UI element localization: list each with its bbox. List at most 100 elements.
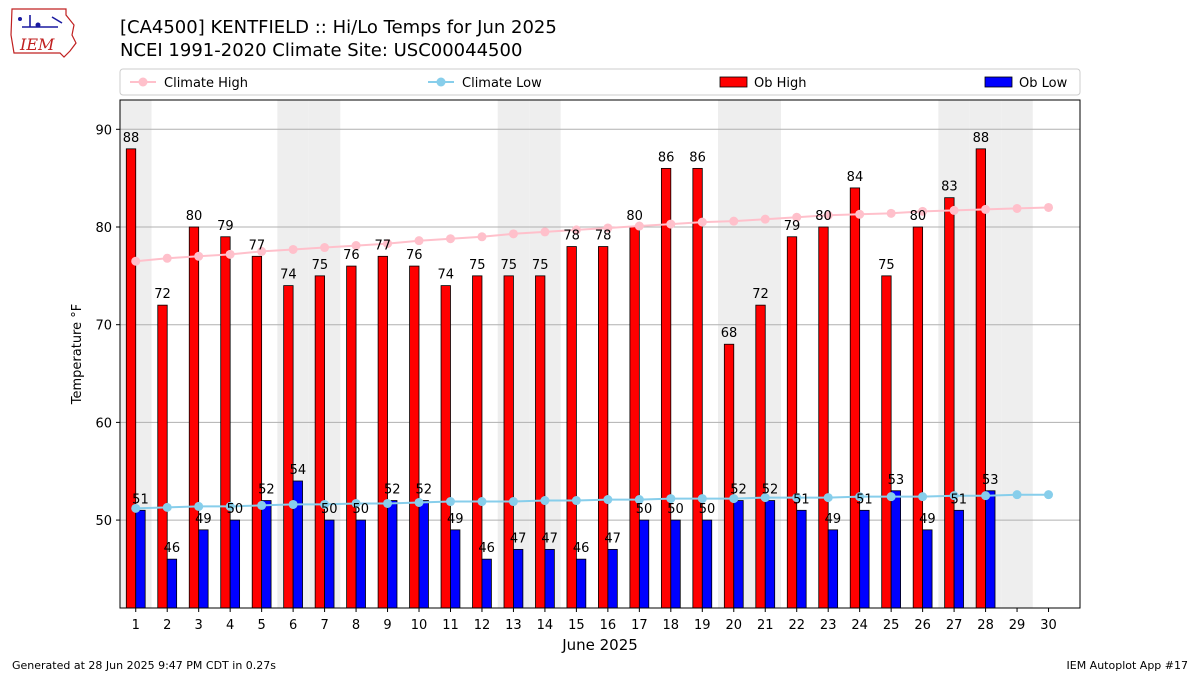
ob-high-bar <box>188 226 200 608</box>
ob-high-label: 84 <box>847 170 864 185</box>
ob-high-bar <box>409 265 420 608</box>
legend-label: Ob High <box>754 76 807 91</box>
legend-label: Climate High <box>164 76 248 91</box>
ob-low-bar <box>670 519 681 608</box>
ob-low-label: 50 <box>636 502 653 517</box>
climate-high-point <box>634 221 644 231</box>
x-tick-label: 9 <box>383 618 391 633</box>
legend-swatch <box>719 76 748 88</box>
ob-high-bar <box>755 304 766 608</box>
climate-high-point <box>320 243 330 253</box>
y-tick-label: 90 <box>95 123 112 138</box>
climate-low-point <box>414 497 424 507</box>
ob-low-bar <box>638 519 650 608</box>
legend-box <box>119 68 1081 96</box>
weekend-shade <box>1001 100 1033 608</box>
chart-title: [CA4500] KENTFIELD :: Hi/Lo Temps for Ju… <box>120 17 557 38</box>
climate-high-point <box>1044 202 1054 212</box>
ob-high-label: 68 <box>721 326 738 341</box>
ob-low-bar <box>450 529 461 608</box>
ob-low-label: 51 <box>951 492 968 507</box>
ob-high-bar <box>220 236 231 608</box>
climate-low-point <box>603 495 613 505</box>
ob-high-label: 80 <box>910 209 927 224</box>
x-tick-label: 26 <box>914 618 931 633</box>
climate-high-point <box>383 239 393 249</box>
climate-high-point <box>855 209 865 219</box>
ob-high-bar <box>157 304 168 608</box>
climate-low-line <box>135 493 1049 510</box>
ob-low-label: 52 <box>415 483 432 498</box>
ob-high-label: 88 <box>123 131 140 146</box>
y-tick-label: 80 <box>95 221 112 236</box>
ob-high-label: 79 <box>784 219 801 234</box>
ob-low-bar <box>166 558 178 608</box>
climate-high-point <box>225 249 235 259</box>
ob-low-bar <box>575 558 587 608</box>
ob-high-bar <box>598 246 609 608</box>
legend-label: Climate Low <box>462 76 542 91</box>
ob-high-bar <box>975 148 986 608</box>
y-tick-label: 60 <box>95 416 112 431</box>
ob-low-bar <box>859 509 870 608</box>
climate-low-point <box>886 492 896 502</box>
ob-high-label: 80 <box>815 209 832 224</box>
ob-high-label: 77 <box>375 238 392 253</box>
climate-high-point <box>886 208 896 218</box>
climate-low-point <box>351 498 361 508</box>
ob-high-bar <box>535 275 546 608</box>
climate-high-point <box>666 219 676 229</box>
climate-high-point <box>351 241 361 251</box>
x-tick-label: 2 <box>163 618 171 633</box>
legend <box>119 68 1081 96</box>
ob-low-bar <box>198 529 209 608</box>
x-tick-label: 10 <box>411 618 428 633</box>
x-tick-label: 30 <box>1040 618 1057 633</box>
x-tick-label: 22 <box>788 618 805 633</box>
ob-low-bar <box>953 509 964 608</box>
ob-high-label: 78 <box>595 229 612 244</box>
ob-low-label: 49 <box>447 512 464 527</box>
climate-low-point <box>918 492 928 502</box>
ob-low-label: 52 <box>762 483 779 498</box>
ob-low-label: 47 <box>541 531 558 546</box>
ob-low-bar <box>261 500 272 608</box>
climate-low-point <box>162 502 172 512</box>
x-tick-label: 11 <box>442 618 459 633</box>
x-tick-label: 20 <box>725 618 742 633</box>
plot-area <box>120 100 1080 608</box>
ob-high-label: 80 <box>626 209 643 224</box>
ob-high-bar <box>314 275 325 608</box>
x-tick-label: 19 <box>694 618 711 633</box>
ob-high-bar <box>849 187 861 608</box>
ob-high-label: 77 <box>249 238 266 253</box>
x-tick-label: 8 <box>352 618 360 633</box>
ob-low-bar <box>229 519 241 608</box>
x-tick-label: 1 <box>132 618 140 633</box>
ob-low-label: 50 <box>353 502 370 517</box>
climate-high-point <box>162 253 172 263</box>
plot-frame <box>119 99 1081 609</box>
ob-low-bar <box>985 490 996 608</box>
x-tick-label: 28 <box>977 618 994 633</box>
climate-low-point <box>320 499 330 509</box>
y-tick-label: 50 <box>95 514 112 529</box>
ob-low-bar <box>733 500 744 608</box>
climate-low-point <box>508 497 518 507</box>
ob-low-label: 49 <box>919 512 936 527</box>
x-tick-label: 29 <box>1009 618 1026 633</box>
climate-low-point <box>760 493 770 503</box>
ob-low-bar <box>292 480 303 608</box>
ob-low-label: 46 <box>478 541 495 556</box>
x-tick-label: 24 <box>851 618 868 633</box>
ob-low-bar <box>135 509 146 608</box>
ob-high-bar <box>723 343 735 608</box>
ob-high-label: 74 <box>437 268 454 283</box>
ob-high-label: 72 <box>154 287 171 302</box>
ob-high-label: 76 <box>343 248 360 263</box>
ob-high-bar <box>912 226 924 608</box>
ob-high-label: 86 <box>658 150 675 165</box>
ob-low-label: 47 <box>604 531 621 546</box>
climate-low-point <box>1044 490 1054 500</box>
legend-label: Ob Low <box>1019 76 1068 91</box>
